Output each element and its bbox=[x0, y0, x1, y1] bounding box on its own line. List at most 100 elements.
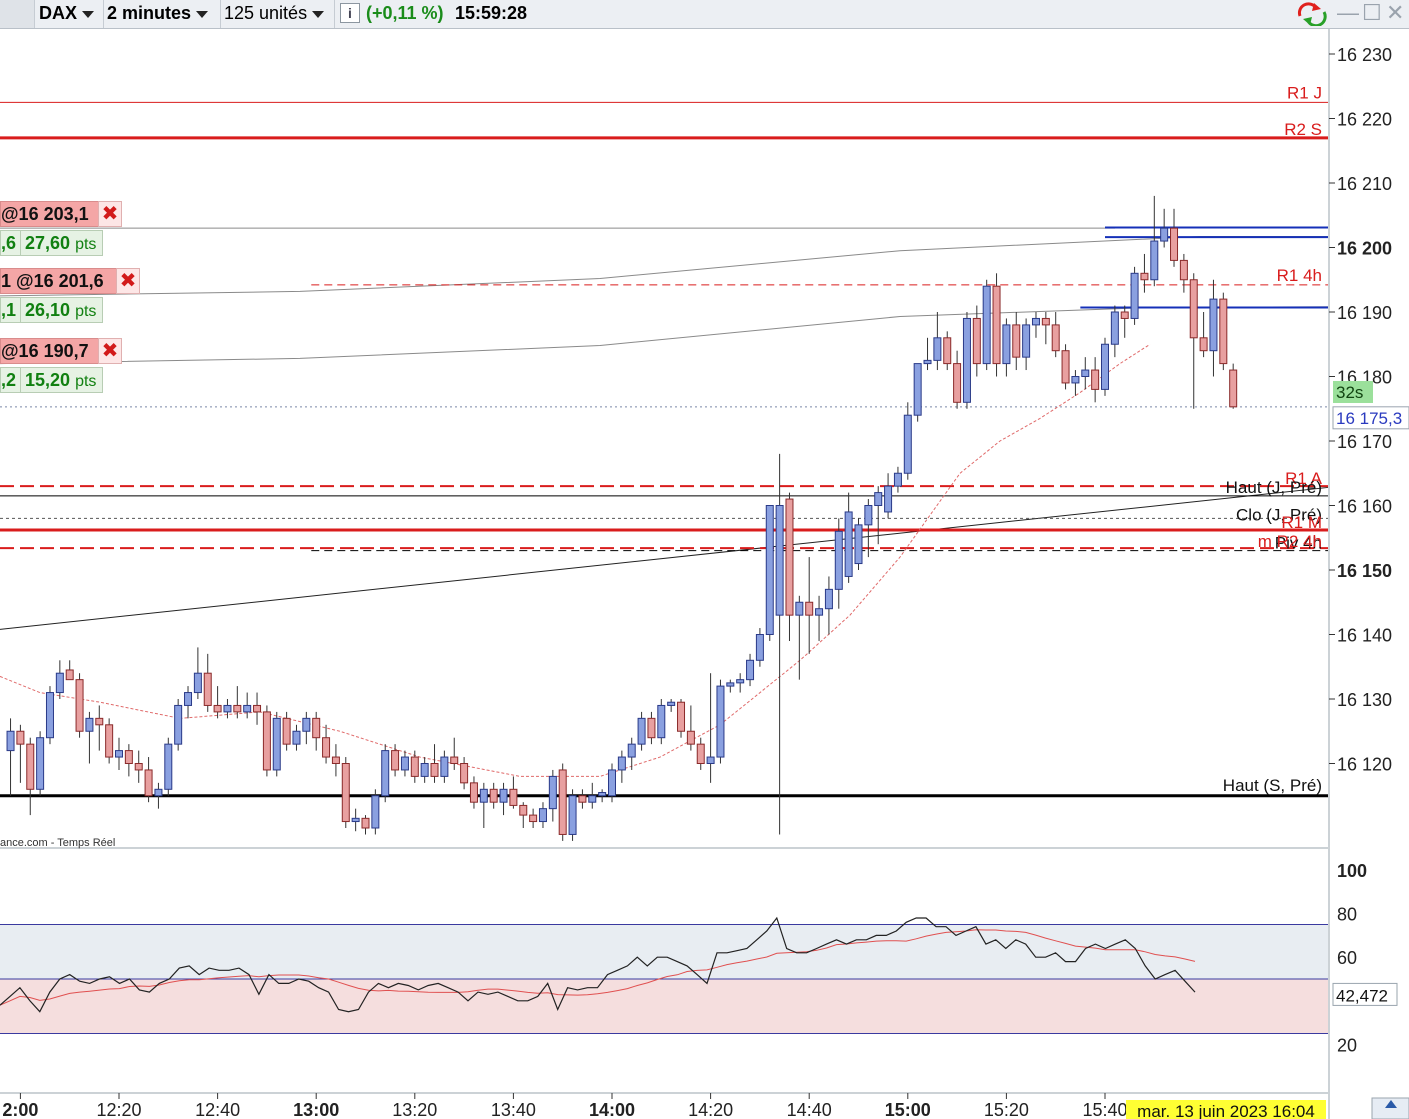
candle bbox=[95, 705, 104, 751]
instrument-selector[interactable]: DAX bbox=[36, 0, 104, 28]
candle-body bbox=[1091, 369, 1100, 390]
order-pts-box: ,6 27,60 pts bbox=[0, 230, 103, 256]
rsi-overbought-zone bbox=[0, 924, 1328, 979]
candle-body bbox=[450, 756, 459, 764]
countdown-badge bbox=[1333, 380, 1373, 403]
candle bbox=[1199, 312, 1208, 358]
candle-body bbox=[903, 414, 912, 474]
candle-body bbox=[706, 756, 715, 764]
candle-body bbox=[440, 756, 449, 777]
candle-body bbox=[213, 704, 222, 713]
candle-body bbox=[115, 750, 123, 758]
candle-body bbox=[923, 359, 932, 365]
candle bbox=[351, 808, 360, 832]
candle-body bbox=[775, 505, 784, 616]
rsi-value-label: 42,472 bbox=[1336, 986, 1388, 1005]
level-label: Haut (S, Pré) bbox=[1223, 776, 1322, 795]
candle-body bbox=[193, 672, 202, 694]
candle bbox=[815, 595, 824, 641]
close-order-icon[interactable]: ✖ bbox=[116, 268, 140, 294]
price-tick-label: 16 150 bbox=[1337, 561, 1392, 581]
refresh-arrows-icon[interactable] bbox=[1296, 2, 1330, 26]
candle-body bbox=[1101, 343, 1109, 390]
scroll-latest-button bbox=[1371, 1097, 1409, 1119]
candle bbox=[785, 492, 794, 641]
toolbar-left-edge[interactable] bbox=[0, 0, 35, 28]
level-label: Piv 4h bbox=[1275, 534, 1322, 553]
chevron-down-icon bbox=[82, 10, 95, 18]
maximize-icon[interactable]: ☐ bbox=[1362, 0, 1382, 25]
price-tick-label: 16 160 bbox=[1337, 497, 1392, 517]
candle bbox=[637, 711, 646, 751]
candle-body bbox=[884, 485, 893, 513]
units-selector[interactable]: 125 unités bbox=[220, 0, 335, 28]
close-order-icon[interactable]: ✖ bbox=[98, 338, 122, 364]
candle bbox=[824, 576, 833, 635]
candle bbox=[923, 337, 932, 371]
candle bbox=[795, 595, 804, 680]
cursor-date-badge bbox=[1126, 1100, 1326, 1119]
candle bbox=[45, 686, 54, 745]
time-tick-label: 13:40 bbox=[491, 1100, 536, 1119]
candle-body bbox=[933, 337, 942, 361]
level-label: Clo (J, Pré) bbox=[1236, 505, 1322, 524]
candle bbox=[1061, 344, 1070, 390]
candle bbox=[26, 737, 35, 816]
units-label: 125 unités bbox=[224, 3, 308, 23]
timeframe-selector[interactable]: 2 minutes bbox=[103, 0, 221, 28]
candle-body bbox=[292, 730, 301, 745]
time-tick-label: 15:20 bbox=[984, 1100, 1029, 1119]
candle bbox=[933, 312, 942, 371]
chart-toolbar: DAX 2 minutes 125 unités i (+0,11 %) 15:… bbox=[0, 0, 1409, 29]
candle-body bbox=[223, 704, 232, 713]
arrow-up-icon bbox=[1385, 1100, 1397, 1108]
price-tick-label: 16 120 bbox=[1337, 755, 1392, 775]
candle-body bbox=[608, 769, 616, 797]
rsi-oversold-zone bbox=[0, 979, 1328, 1034]
candle-body bbox=[1199, 337, 1208, 352]
candle bbox=[677, 699, 686, 738]
order-left-value: ,1 bbox=[1, 300, 17, 320]
close-order-icon[interactable]: ✖ bbox=[98, 201, 122, 227]
order-pts-box: ,1 26,10 pts bbox=[0, 297, 103, 323]
candle bbox=[765, 505, 774, 641]
price-tick-label: 16 140 bbox=[1337, 626, 1392, 646]
order-left-value: ,6 bbox=[1, 233, 17, 253]
minimize-icon[interactable]: — bbox=[1337, 0, 1359, 25]
candle-body bbox=[381, 750, 390, 797]
close-icon[interactable]: ✕ bbox=[1386, 0, 1405, 25]
rsi-tick-label: 60 bbox=[1337, 948, 1357, 968]
time-tick-label: 12:40 bbox=[195, 1100, 240, 1119]
candle bbox=[509, 776, 518, 809]
info-icon[interactable]: i bbox=[340, 3, 360, 23]
candle bbox=[450, 737, 459, 770]
candle-body bbox=[538, 808, 547, 823]
candle-body bbox=[243, 704, 252, 713]
candle-body bbox=[1012, 324, 1021, 358]
rsi-tick-label: 100 bbox=[1337, 861, 1367, 881]
candle-body bbox=[1170, 227, 1179, 261]
order-pts-unit: pts bbox=[75, 373, 97, 390]
candle bbox=[657, 699, 666, 745]
candle bbox=[943, 331, 952, 371]
candle-body bbox=[164, 743, 173, 790]
candle bbox=[105, 718, 114, 764]
candle bbox=[430, 744, 439, 783]
candle bbox=[164, 737, 173, 796]
candle-body bbox=[489, 788, 498, 803]
candle-body bbox=[203, 672, 212, 706]
time-tick-label: 14:20 bbox=[688, 1100, 733, 1119]
candle bbox=[6, 718, 15, 796]
candle bbox=[134, 750, 143, 783]
candle bbox=[371, 789, 380, 835]
candle-body bbox=[26, 743, 35, 790]
candle bbox=[884, 473, 893, 519]
candle bbox=[1071, 370, 1080, 396]
candle bbox=[755, 628, 764, 667]
candle bbox=[578, 789, 587, 809]
candle bbox=[647, 711, 656, 745]
timeframe-label: 2 minutes bbox=[107, 3, 192, 23]
candle-body bbox=[558, 769, 567, 835]
candle-body bbox=[282, 717, 291, 745]
